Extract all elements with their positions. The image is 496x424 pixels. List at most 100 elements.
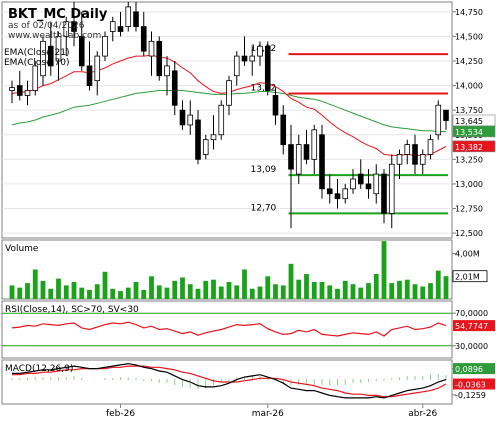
candle-body xyxy=(311,129,318,160)
price-tick-label: 14,500 xyxy=(455,32,483,41)
volume-bar xyxy=(87,289,92,299)
volume-bar xyxy=(327,285,333,299)
volume-tick-label: 4,00M xyxy=(455,250,480,259)
candle-body xyxy=(435,104,442,136)
price-tick-label: 14,000 xyxy=(455,82,483,91)
volume-bar xyxy=(9,285,15,299)
price-badge-label: 13,534 xyxy=(455,128,483,137)
price-tick-label: 13,000 xyxy=(455,180,483,189)
candle-body xyxy=(249,55,256,62)
candle-body xyxy=(117,26,124,32)
volume-bar xyxy=(110,288,116,299)
level-label: 13,09 xyxy=(251,165,277,175)
candle-body xyxy=(16,85,23,96)
volume-bar xyxy=(412,284,418,299)
volume-bar xyxy=(311,281,317,299)
rsi-tick-label: 30,0000 xyxy=(455,342,488,351)
volume-bar xyxy=(342,280,348,299)
volume-bar xyxy=(56,278,61,299)
candle-body xyxy=(40,40,46,77)
candle-body xyxy=(326,188,333,195)
macd-badge xyxy=(453,363,495,375)
rsi-label: RSI(Close,14), SC>70, SV<30 xyxy=(5,305,139,315)
volume-bar xyxy=(350,284,356,299)
candle-body xyxy=(412,144,418,165)
volume-bar xyxy=(118,291,123,299)
volume-bar xyxy=(397,280,402,299)
volume-bar xyxy=(149,276,154,299)
candle-body xyxy=(164,65,170,77)
volume-bar xyxy=(226,281,232,299)
level-label: 14,32 xyxy=(251,44,277,54)
volume-bars xyxy=(9,241,449,299)
candle-body xyxy=(334,193,341,200)
macd-axis: -0,1259 0,0896 -0,0363 xyxy=(452,363,495,400)
candle-body xyxy=(94,55,101,82)
price-tick-label: 14,250 xyxy=(455,57,483,66)
volume-bar xyxy=(156,285,162,299)
volume-bar xyxy=(296,279,302,299)
volume-bar xyxy=(304,274,309,299)
price-badge xyxy=(452,125,496,138)
candle-body xyxy=(319,134,325,190)
candle-body xyxy=(373,173,380,195)
macd-lines xyxy=(11,363,447,399)
price-panel xyxy=(1,1,453,239)
level-label: 13,92 xyxy=(251,83,277,93)
volume-bar xyxy=(195,288,201,299)
volume-bar xyxy=(366,283,371,299)
rsi-line xyxy=(11,321,447,337)
candle-body xyxy=(24,90,31,96)
volume-bar xyxy=(94,284,100,299)
volume-axis: 4,00M 2,01M xyxy=(452,250,488,283)
volume-bar xyxy=(280,285,286,299)
rsi-badge-label: 54,7747 xyxy=(455,322,488,331)
volume-bar xyxy=(203,280,209,299)
website-link[interactable]: www.wealth-lab.com xyxy=(8,31,101,41)
volume-bar xyxy=(48,288,54,299)
volume-bar xyxy=(40,280,46,299)
rsi-tick-label: 70,0000 xyxy=(455,309,488,318)
candle-body xyxy=(427,139,434,155)
candle-body xyxy=(218,104,225,136)
candle-body xyxy=(156,40,163,77)
volume-bar xyxy=(420,286,426,299)
volume-label: Volume xyxy=(5,244,39,254)
x-tick-label: mar-26 xyxy=(252,409,284,419)
candle-body xyxy=(86,65,93,86)
price-tick-label: 13,750 xyxy=(455,106,483,115)
volume-bar xyxy=(381,241,387,299)
volume-bar xyxy=(17,287,23,299)
level-label: 12,70 xyxy=(251,203,277,213)
candle-body xyxy=(55,36,62,62)
candle-body xyxy=(419,154,426,165)
candle-body xyxy=(295,144,302,175)
price-badges: 13,645 13,534 13,382 xyxy=(452,114,496,153)
price-tick-label: 13,250 xyxy=(455,155,483,164)
rsi-badge xyxy=(453,320,495,332)
candle-body xyxy=(357,173,364,185)
candle-body xyxy=(342,188,349,200)
volume-bar xyxy=(180,277,185,299)
candle-body xyxy=(102,36,108,57)
volume-badge xyxy=(452,270,488,283)
candle-body xyxy=(9,87,15,91)
candle-body xyxy=(210,134,217,141)
candle-body xyxy=(350,178,356,190)
candle-body xyxy=(78,36,85,67)
candle-body xyxy=(388,163,395,214)
candle-body xyxy=(257,45,263,57)
price-badge-label: 13,645 xyxy=(455,117,483,126)
macd-tick-label: -0,1259 xyxy=(455,391,486,400)
x-tick-label: abr-26 xyxy=(408,409,437,419)
volume-bar xyxy=(164,287,170,299)
volume-bar xyxy=(71,281,77,299)
chart-title: BKT_MC Daily xyxy=(8,7,108,22)
candle-body xyxy=(365,183,372,190)
volume-bar xyxy=(218,286,224,299)
candle-body xyxy=(396,154,403,165)
price-gridlines xyxy=(2,11,452,234)
chart-subtitle: as of 02/04/2026 xyxy=(8,21,85,31)
price-axis: 14,75014,50014,25014,00013,75013,50013,2… xyxy=(452,8,483,238)
